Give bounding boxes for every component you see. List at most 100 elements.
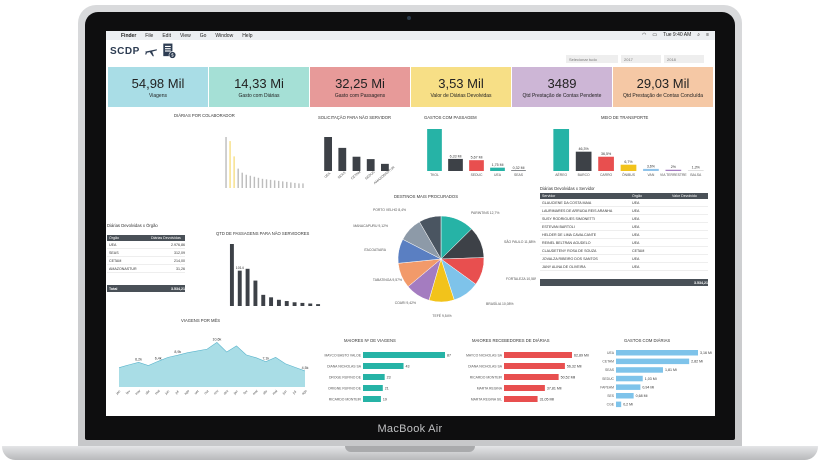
table-row[interactable]: SUSY RODRIGUES SIMONETTI UEA xyxy=(540,215,708,223)
filter-select-all[interactable]: Selecionar tudo xyxy=(566,55,618,63)
kpi-label: Gasto com Passagens xyxy=(334,92,386,99)
filter-2017[interactable]: 2017 xyxy=(621,55,661,63)
table-total: 3.534,21 xyxy=(540,279,708,286)
bar xyxy=(292,302,297,306)
table-row[interactable]: ESTEVAN BARTOLI UEA xyxy=(540,223,708,231)
bar xyxy=(553,129,570,171)
table-row[interactable]: UEA 2.976,86 xyxy=(107,241,185,249)
kpi-label: Valor de Diárias Devolvidas xyxy=(430,92,492,99)
cell-orgao: UEA xyxy=(632,264,640,269)
cell-servidor: GLAUCIENE DA COSTA MAIA xyxy=(542,200,592,205)
table-row[interactable]: GLAUCIENE DA COSTA MAIA UEA xyxy=(540,199,708,207)
kpi-viagens[interactable]: 54,98 Mil Viagens xyxy=(108,67,208,107)
header-valor[interactable]: Valor Devolvido xyxy=(672,194,697,198)
data-label: 87 xyxy=(447,354,451,358)
tick-label: jan xyxy=(115,389,122,396)
menu-list-icon[interactable]: ≡ xyxy=(706,32,709,38)
data-label: 3,6% xyxy=(647,164,656,168)
tick-label: jan xyxy=(232,389,239,396)
kpi-label: Gasto com Diárias xyxy=(238,92,280,99)
kpi-value: 29,03 Mil xyxy=(636,75,690,91)
data-label: 36,5% xyxy=(601,152,612,156)
search-icon[interactable]: ⌕ xyxy=(697,32,701,38)
airplane-icon xyxy=(145,49,157,57)
table-row[interactable]: CLAUDETENY ROSA DE SOUZA CETAM xyxy=(540,247,708,255)
tick-label: AÉREO xyxy=(555,172,567,177)
menu-window[interactable]: Window xyxy=(215,32,234,39)
data-label: 8,9k xyxy=(174,350,181,354)
category-label: MAYCO NICHOLAS SA xyxy=(466,354,503,358)
cell-servidor: HELDER DE LIMA CAVALCANTE xyxy=(542,232,597,237)
bar xyxy=(269,179,272,188)
table-row[interactable]: REINEL BELTRAN AGUDELO UEA xyxy=(540,239,708,247)
bar xyxy=(249,175,252,188)
data-label: 0,94 Mi xyxy=(642,385,654,389)
cell-servidor: ESTEVAN BARTOLI xyxy=(542,224,575,229)
category-label: ORIGNE RUFINO DE xyxy=(328,387,362,391)
bar xyxy=(490,167,505,171)
data-label: 43 xyxy=(406,365,410,369)
header-diarias-devolvidas[interactable]: Diárias Devolvidas xyxy=(151,236,181,240)
cell-orgao: UEA xyxy=(632,256,640,261)
menu-finder[interactable]: Finder xyxy=(121,32,137,39)
pie-slice xyxy=(419,215,442,260)
bar xyxy=(257,177,260,188)
bar xyxy=(277,180,280,188)
table-row[interactable]: AMAZONASTUR 31,26 xyxy=(107,265,185,273)
table-row[interactable]: SEAS 312,09 xyxy=(107,249,185,257)
filter-2018[interactable]: 2018 xyxy=(664,55,704,63)
header-orgao[interactable]: Órgão xyxy=(632,194,642,198)
bar xyxy=(338,147,347,171)
data-label: 6,7% xyxy=(624,160,633,164)
category-label: MAYCO BASTO VALOE xyxy=(324,354,361,358)
tick-label: UEA xyxy=(323,171,331,179)
kpi-gasto-passagens[interactable]: 32,25 Mi Gasto com Passagens xyxy=(310,67,410,107)
bar xyxy=(616,358,690,365)
bar xyxy=(265,179,268,188)
category-label: FAPEAM xyxy=(600,385,614,389)
menu-go[interactable]: Go xyxy=(199,32,207,39)
bar xyxy=(233,156,235,188)
table-row[interactable]: LAURIMARES DE ARRUDA REIS ARANHA UEA xyxy=(540,207,708,215)
tick-label: set xyxy=(194,389,200,395)
bar xyxy=(269,297,274,306)
cell-servidor: SUSY RODRIGUES SIMONETTI xyxy=(542,216,596,221)
bar xyxy=(290,182,292,188)
header-orgao[interactable]: Órgão xyxy=(109,236,119,240)
kpi-label: Viagens xyxy=(149,92,167,99)
category-label: SEDUC xyxy=(602,377,614,381)
table-row[interactable]: HELDER DE LIMA CAVALCANTE UEA xyxy=(540,231,708,239)
chart-meio-transporte: AÉREO 46,3% BARCO 36,5% CARRO 6,7% ÔNIBUS 3,6% V… xyxy=(553,129,704,177)
table-row[interactable]: CETAM 214,00 xyxy=(107,257,185,265)
wifi-icon[interactable]: ◠ xyxy=(641,32,647,38)
battery-icon[interactable]: ▭ xyxy=(652,32,658,38)
header-servidor[interactable]: Servidor xyxy=(542,194,556,198)
kpi-label: Qtd Prestação de Contas Concluída xyxy=(622,92,704,99)
bar xyxy=(504,352,572,358)
kpi-contas-pendente[interactable]: 3489 Qtd Prestação de Contas Pendente xyxy=(512,67,612,107)
kpi-value: 54,98 Mil xyxy=(131,75,185,91)
data-label: 6,33 Mi xyxy=(450,154,462,158)
menu-view[interactable]: View xyxy=(179,32,191,39)
title-meio-transporte: MEIO DE TRANSPORTE xyxy=(601,115,649,120)
kpi-gasto-diarias[interactable]: 14,33 Mi Gasto com Diárias xyxy=(209,67,309,107)
bar xyxy=(229,141,231,188)
kpi-diarias-devolvidas[interactable]: 3,53 Mil Valor de Diárias Devolvidas xyxy=(411,67,511,107)
tick-label: dez xyxy=(223,389,230,396)
kpi-contas-concluida[interactable]: 29,03 Mil Qtd Prestação de Contas Concluí… xyxy=(613,67,713,107)
table-row[interactable]: JOVALZA RIBEIRO DOS SANTOS UEA xyxy=(540,255,708,263)
menu-help[interactable]: Help xyxy=(242,32,253,39)
tick-label: SEAS xyxy=(514,173,524,177)
table-row[interactable]: JANY ALINA DE OLIVEIRA UEA xyxy=(540,263,708,271)
menu-edit[interactable]: Edit xyxy=(162,32,171,39)
menu-file[interactable]: File xyxy=(145,32,154,39)
title-qtd-passagens: QTD DE PASSAGENS PARA NÃO SERVIDORES xyxy=(216,231,310,236)
data-label: 23 xyxy=(387,376,391,380)
tick-label: CETAM xyxy=(350,170,362,181)
tick-label: UEA xyxy=(494,173,502,177)
clock[interactable]: Tue 9:40 AM xyxy=(663,32,692,38)
tick-label: VIA TERRESTRE xyxy=(660,173,687,177)
data-label: 6,2k xyxy=(135,357,142,361)
